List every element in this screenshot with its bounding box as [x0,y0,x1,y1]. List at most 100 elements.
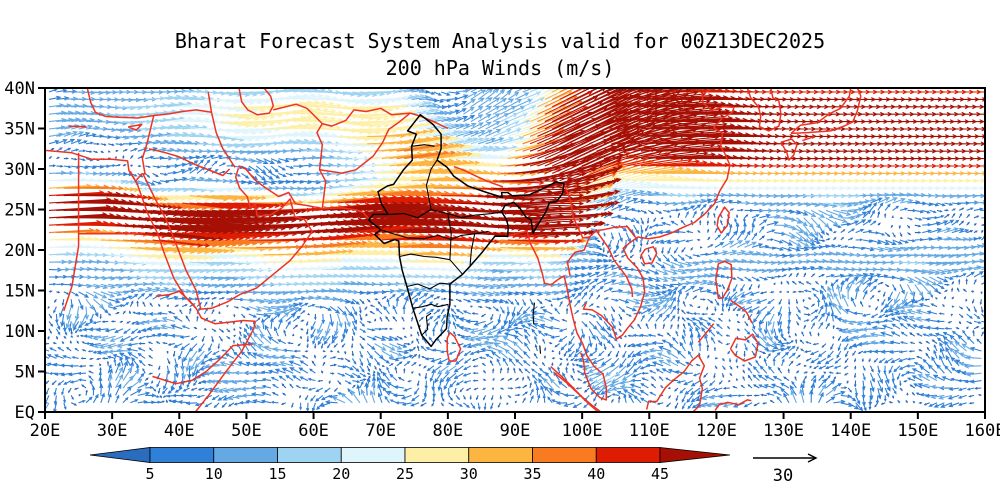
chart-title: Bharat Forecast System Analysis valid fo… [175,29,825,53]
india-state-boundary [447,213,452,260]
y-tick-label: 15N [4,282,35,302]
india-state-boundary [469,233,476,267]
colorbar-tick-label: 30 [460,465,478,483]
x-tick-label: 80E [432,421,463,441]
colorbar-segment [277,447,342,463]
y-tick-label: 30N [4,160,35,180]
coastline-red [453,165,504,188]
colorbar-tick-label: 25 [396,465,414,483]
x-tick-label: 30E [97,421,128,441]
colorbar: 5 10 15 20 25 30 35 40 45 [89,447,731,483]
coastline-red [790,88,862,135]
coastline-red [316,107,411,170]
india-state-boundary [539,345,542,354]
coastline-red [746,88,782,132]
y-tick-label: 5N [15,363,35,383]
x-tick-label: 40E [164,421,195,441]
coastline-red [142,167,313,310]
x-tick-label: 100E [562,421,603,441]
colorbar-arrow-right [659,447,731,463]
x-tick-label: 20E [30,421,61,441]
wind-arrows-class-9 [48,88,985,242]
coastline-red [155,290,197,309]
y-tick-label: 10N [4,322,35,342]
coastline-red [63,245,80,312]
coastline-red [238,88,275,116]
y-tick-label: 25N [4,201,35,221]
x-tick-label: 90E [500,421,531,441]
coastline-red [729,333,759,362]
coastline-red [508,230,608,401]
coastline-red [410,112,449,130]
coastline-red [588,225,636,238]
coastline-red [45,88,155,182]
coastline-red [802,135,815,142]
colorbar-tick-label: 45 [651,465,669,483]
coastline-red [148,148,231,177]
colorbar-tick-label: 15 [268,465,286,483]
y-tick-label: 20N [4,241,35,261]
coastline-red [716,206,730,234]
y-tick-label: EQ [15,403,35,423]
reference-arrow [753,453,818,463]
india-state-boundary [421,312,432,336]
india-state-boundary [412,303,449,309]
coastline-red [238,165,370,219]
coastline-red [697,323,715,343]
colorbar-segment [340,447,406,463]
y-tick-label: 40N [4,79,35,99]
colorbar-segment [213,447,278,463]
coastline-red [714,399,752,411]
reference-arrow-label: 30 [773,466,793,486]
x-tick-label: 60E [298,421,329,441]
colorbar-arrow-left [89,447,151,463]
x-tick-label: 140E [830,421,871,441]
colorbar-segment [468,447,533,463]
colorbar-tick-label: 40 [587,465,605,483]
india-state-boundary [532,302,536,325]
colorbar-tick-label: 35 [523,465,541,483]
india-state-boundary [406,282,450,290]
coastline-red [207,91,236,168]
wind-arrows-class-8 [48,88,985,248]
x-tick-label: 70E [365,421,396,441]
coastline-red [582,88,735,340]
coastline-red [645,354,706,412]
coastline-red [153,109,212,117]
colorbar-segment [595,447,661,463]
colorbar-segment [532,447,597,463]
coastline-red [446,331,462,362]
coastline-red [595,230,634,298]
chart-subtitle: 200 hPa Winds (m/s) [386,56,615,80]
x-tick-label: 150E [897,421,938,441]
colorbar-tick-label: 5 [145,465,154,483]
coastline-red [128,123,143,131]
india-state-boundary [425,159,438,210]
coastline-red [318,112,411,209]
coastline-red [554,372,599,412]
colorbar-segment [149,447,215,463]
y-tick-label: 35N [4,120,35,140]
generated-chart-layers: 20E 30E 40E 50E 60E 70E 80E 90E 100E 110E 120E 130E… [4,79,1000,483]
wind-arrows-class-1 [45,88,985,412]
india-outline [368,113,565,348]
map-outlines [45,88,862,412]
coastline-red [790,88,852,134]
india-state-boundary [399,253,464,275]
india-state-boundary [380,229,489,241]
india-state-boundary [411,144,435,147]
coastline-red [780,138,798,161]
x-tick-label: 160E [965,421,1000,441]
coastline-red [129,171,256,412]
coastline-red [152,343,254,385]
x-tick-label: 130E [763,421,804,441]
coastline-red [640,246,658,265]
x-tick-label: 120E [696,421,737,441]
coastline-red [273,103,323,125]
x-tick-label: 50E [231,421,262,441]
colorbar-tick-label: 10 [205,465,223,483]
reference-arrow-head [807,453,818,463]
wind-arrows-class-0 [45,142,985,411]
